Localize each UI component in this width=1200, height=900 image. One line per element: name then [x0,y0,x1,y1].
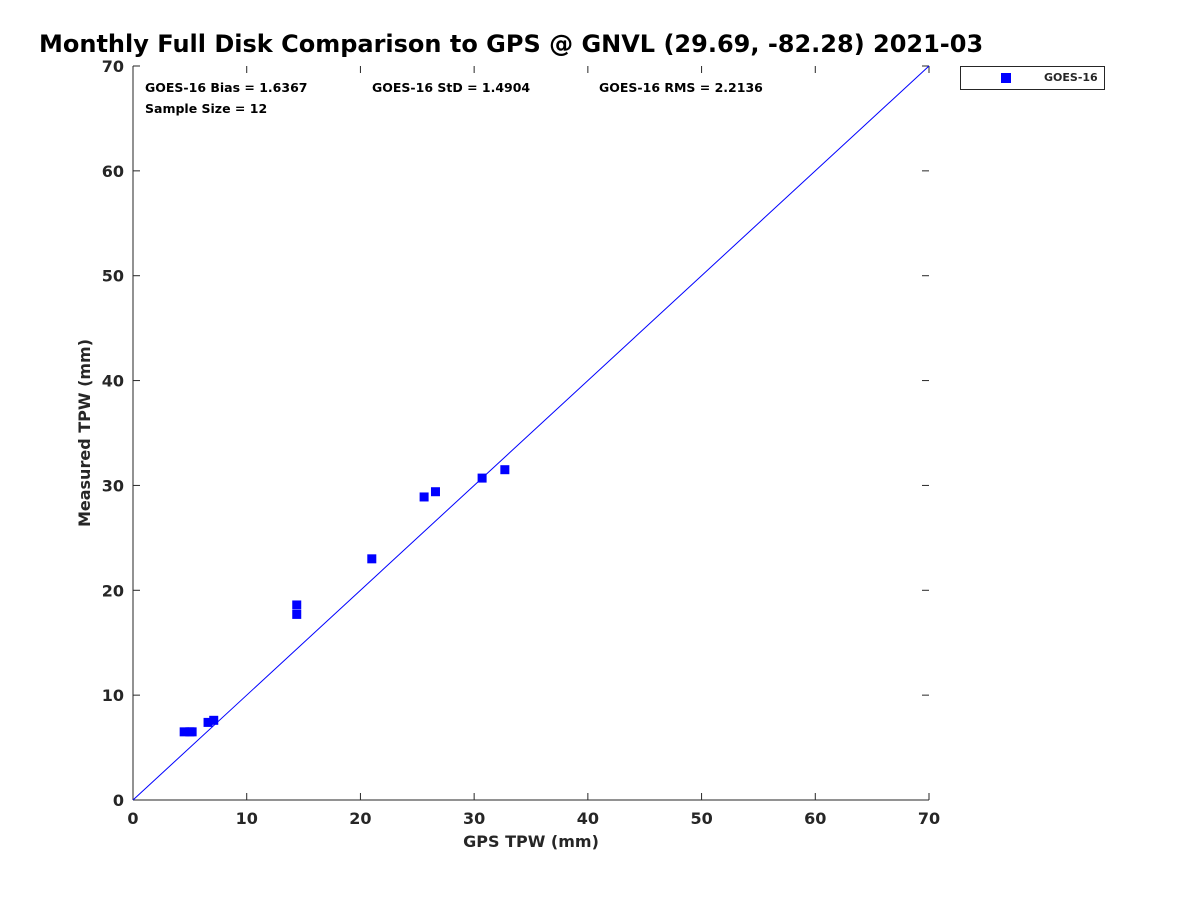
stat-rms: GOES-16 RMS = 2.2136 [599,80,763,95]
axes: 0 10 20 30 40 50 60 70 0 10 20 30 40 50 60 70 GPS TPW (m… [75,57,940,851]
x-tick-label: 10 [236,809,258,828]
chart-title: Monthly Full Disk Comparison to GPS @ GN… [39,30,984,58]
x-tick-label: 50 [690,809,712,828]
x-tick-label: 70 [918,809,940,828]
one-to-one-line [132,65,930,801]
data-point [203,717,213,727]
y-tick-label: 10 [102,686,124,705]
legend-marker-square-icon [1001,73,1011,83]
stat-bias: GOES-16 Bias = 1.6367 [145,80,308,95]
data-point [367,554,377,564]
data-point [179,727,189,737]
marks [132,65,930,801]
x-tick-label: 0 [127,809,138,828]
data-point [419,492,429,502]
data-point [185,727,195,737]
y-tick-label: 50 [102,267,124,286]
y-tick-label: 20 [102,581,124,600]
stat-sample-size: Sample Size = 12 [145,101,268,116]
data-point [430,487,440,497]
data-point [292,609,302,619]
data-point [187,727,197,737]
y-tick-label: 0 [113,791,124,810]
y-tick-label: 60 [102,162,124,181]
legend: GOES-16 [960,66,1105,90]
data-point [477,473,487,483]
x-tick-label: 30 [463,809,485,828]
legend-label: GOES-16 [1044,71,1098,84]
x-tick-label: 20 [349,809,371,828]
y-tick-label: 30 [102,476,124,495]
x-tick-label: 40 [577,809,599,828]
data-point [500,465,510,475]
y-tick-label: 70 [102,57,124,76]
data-point [209,715,219,725]
data-point [292,600,302,610]
y-tick-label: 40 [102,372,124,391]
y-axis-label: Measured TPW (mm) [75,339,94,527]
x-tick-label: 60 [804,809,826,828]
stat-std: GOES-16 StD = 1.4904 [372,80,531,95]
x-axis-label: GPS TPW (mm) [463,832,599,851]
